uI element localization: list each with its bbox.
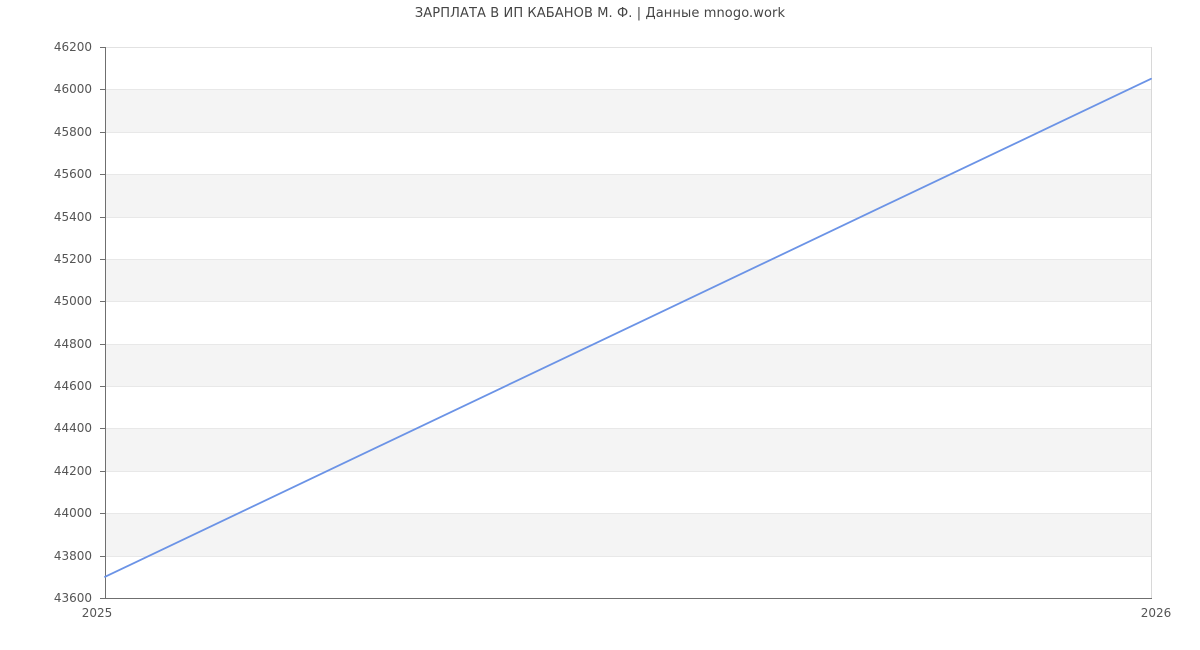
gridline bbox=[105, 386, 1151, 388]
y-tick-mark bbox=[100, 470, 105, 472]
x-tick-label: 2026 bbox=[1140, 606, 1172, 620]
gridline bbox=[105, 174, 1151, 176]
gridline bbox=[105, 131, 1151, 133]
y-tick-mark bbox=[100, 89, 105, 91]
plot-band bbox=[105, 513, 1151, 556]
y-tick-mark bbox=[100, 386, 105, 388]
plot-area bbox=[105, 47, 1151, 598]
y-tick-label-wrap: 45600 bbox=[0, 168, 92, 180]
plot-band bbox=[105, 89, 1151, 132]
y-tick-mark bbox=[100, 598, 105, 599]
y-tick-mark bbox=[100, 47, 105, 48]
y-tick-label: 45200 bbox=[53, 251, 92, 266]
y-tick-label: 45000 bbox=[53, 294, 92, 309]
gridline bbox=[105, 470, 1151, 472]
y-tick-label: 46200 bbox=[53, 40, 92, 54]
y-tick-mark bbox=[100, 301, 105, 303]
y-tick-mark bbox=[100, 131, 105, 133]
y-tick-label-wrap: 43600 bbox=[0, 592, 92, 604]
plot-band bbox=[105, 174, 1151, 217]
y-tick-label: 43600 bbox=[53, 591, 92, 605]
plot-right-border bbox=[1151, 47, 1152, 598]
gridline bbox=[105, 301, 1151, 303]
y-tick-label-wrap: 44600 bbox=[0, 380, 92, 392]
x-axis-line bbox=[105, 598, 1152, 599]
y-tick-label: 44000 bbox=[53, 506, 92, 521]
x-tick-label: 2025 bbox=[81, 606, 113, 620]
y-tick-label-wrap: 46200 bbox=[0, 41, 92, 53]
y-tick-label-wrap: 45400 bbox=[0, 211, 92, 223]
y-tick-label-wrap: 45000 bbox=[0, 295, 92, 307]
y-axis-line bbox=[105, 47, 106, 598]
y-tick-label-wrap: 44000 bbox=[0, 507, 92, 519]
y-tick-mark bbox=[100, 555, 105, 557]
y-tick-mark bbox=[100, 343, 105, 345]
y-tick-label-wrap: 46000 bbox=[0, 83, 92, 95]
y-tick-mark bbox=[100, 216, 105, 218]
gridline bbox=[105, 216, 1151, 218]
y-tick-label: 45800 bbox=[53, 124, 92, 139]
plot-band bbox=[105, 428, 1151, 471]
gridline bbox=[105, 555, 1151, 557]
y-tick-label: 45600 bbox=[53, 167, 92, 182]
y-tick-mark bbox=[100, 258, 105, 260]
plot-band bbox=[105, 258, 1151, 302]
y-tick-label: 46000 bbox=[53, 82, 92, 97]
y-tick-label: 43800 bbox=[53, 548, 92, 563]
y-tick-mark bbox=[100, 428, 105, 430]
y-tick-label: 44800 bbox=[53, 336, 92, 351]
plot-top-border bbox=[105, 47, 1152, 48]
y-tick-label: 45400 bbox=[53, 209, 92, 224]
y-tick-label-wrap: 44400 bbox=[0, 422, 92, 434]
gridline bbox=[105, 428, 1151, 430]
gridline bbox=[105, 89, 1151, 91]
plot-band bbox=[105, 343, 1151, 387]
gridline bbox=[105, 513, 1151, 515]
y-tick-label-wrap: 45800 bbox=[0, 126, 92, 138]
gridline bbox=[105, 343, 1151, 345]
y-tick-label-wrap: 44800 bbox=[0, 338, 92, 350]
y-tick-mark bbox=[100, 174, 105, 176]
chart-title: ЗАРПЛАТА В ИП КАБАНОВ М. Ф. | Данные mno… bbox=[414, 6, 786, 21]
y-tick-label: 44400 bbox=[53, 421, 92, 436]
y-tick-label-wrap: 45200 bbox=[0, 253, 92, 265]
y-tick-label: 44200 bbox=[53, 463, 92, 478]
y-tick-mark bbox=[100, 513, 105, 515]
y-tick-label-wrap: 43800 bbox=[0, 550, 92, 562]
y-tick-label-wrap: 44200 bbox=[0, 465, 92, 477]
gridline bbox=[105, 258, 1151, 260]
y-tick-label: 44600 bbox=[53, 379, 92, 394]
